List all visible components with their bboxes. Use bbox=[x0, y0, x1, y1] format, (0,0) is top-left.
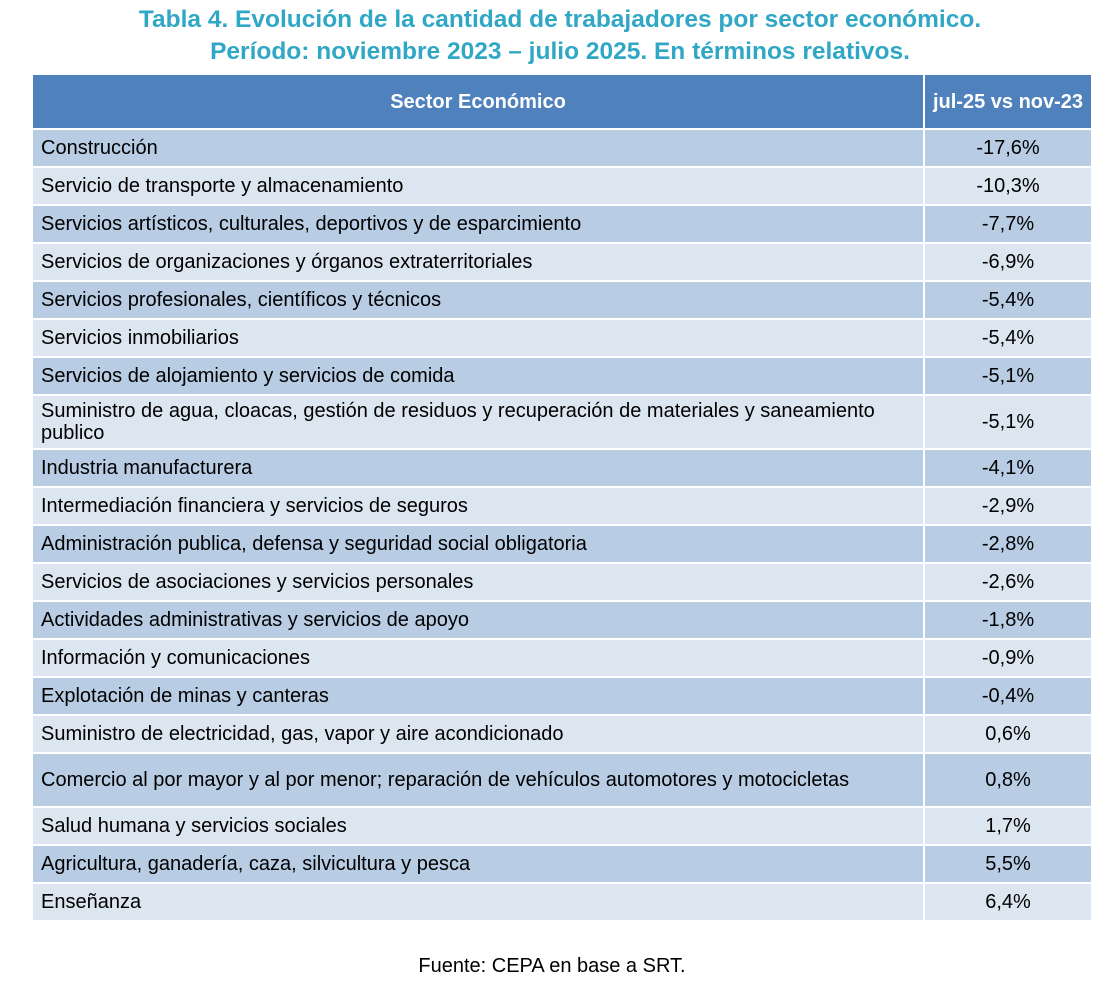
table-row: Servicios de organizaciones y órganos ex… bbox=[33, 244, 1093, 282]
table-row: Servicios profesionales, científicos y t… bbox=[33, 282, 1093, 320]
change-cell: -4,1% bbox=[925, 450, 1093, 488]
change-cell: -2,9% bbox=[925, 488, 1093, 526]
table-title-line1: Tabla 4. Evolución de la cantidad de tra… bbox=[138, 6, 982, 33]
sector-cell: Servicio de transporte y almacenamiento bbox=[33, 168, 925, 206]
change-cell: 0,8% bbox=[925, 754, 1093, 808]
header-row: Sector Económico jul-25 vs nov-23 bbox=[33, 75, 1093, 130]
table-row: Suministro de electricidad, gas, vapor y… bbox=[33, 716, 1093, 754]
header-change: jul-25 vs nov-23 bbox=[925, 75, 1093, 130]
table-row: Servicios de asociaciones y servicios pe… bbox=[33, 564, 1093, 602]
sector-cell: Información y comunicaciones bbox=[33, 640, 925, 678]
table-row: Salud humana y servicios sociales 1,7% bbox=[33, 808, 1093, 846]
sector-cell: Agricultura, ganadería, caza, silvicultu… bbox=[33, 846, 925, 884]
change-cell: -5,4% bbox=[925, 282, 1093, 320]
table-row: Servicios de alojamiento y servicios de … bbox=[33, 358, 1093, 396]
change-cell: -5,1% bbox=[925, 358, 1093, 396]
sector-cell: Administración publica, defensa y seguri… bbox=[33, 526, 925, 564]
change-cell: 0,6% bbox=[925, 716, 1093, 754]
table-body: Construcción -17,6% Servicio de transporte… bbox=[33, 130, 1093, 922]
table-row: Servicio de transporte y almacenamiento -… bbox=[33, 168, 1093, 206]
table-row: Intermediación financiera y servicios de… bbox=[33, 488, 1093, 526]
sector-cell: Servicios de alojamiento y servicios de … bbox=[33, 358, 925, 396]
change-cell: -0,9% bbox=[925, 640, 1093, 678]
table-row: Administración publica, defensa y seguri… bbox=[33, 526, 1093, 564]
change-cell: -2,6% bbox=[925, 564, 1093, 602]
table-title-line2: Período: noviembre 2023 – julio 2025. En… bbox=[210, 38, 910, 65]
table-row: Industria manufacturera -4,1% bbox=[33, 450, 1093, 488]
change-cell: -7,7% bbox=[925, 206, 1093, 244]
sector-cell: Servicios artísticos, culturales, deport… bbox=[33, 206, 925, 244]
table-row: Comercio al por mayor y al por menor; re… bbox=[33, 754, 1093, 808]
sector-cell: Servicios inmobiliarios bbox=[33, 320, 925, 358]
change-cell: -10,3% bbox=[925, 168, 1093, 206]
table-row: Suministro de agua, cloacas, gestión de … bbox=[33, 396, 1093, 450]
change-cell: 5,5% bbox=[925, 846, 1093, 884]
sector-cell: Suministro de agua, cloacas, gestión de … bbox=[33, 396, 925, 450]
change-cell: -0,4% bbox=[925, 678, 1093, 716]
change-cell: -17,6% bbox=[925, 130, 1093, 168]
change-cell: -6,9% bbox=[925, 244, 1093, 282]
change-cell: 1,7% bbox=[925, 808, 1093, 846]
change-cell: -1,8% bbox=[925, 602, 1093, 640]
sector-table: Sector Económico jul-25 vs nov-23 Constr… bbox=[33, 75, 1093, 922]
sector-cell: Servicios de organizaciones y órganos ex… bbox=[33, 244, 925, 282]
sector-cell: Construcción bbox=[33, 130, 925, 168]
change-cell: -5,4% bbox=[925, 320, 1093, 358]
sector-cell: Servicios profesionales, científicos y t… bbox=[33, 282, 925, 320]
table-row: Construcción -17,6% bbox=[33, 130, 1093, 168]
sector-cell: Explotación de minas y canteras bbox=[33, 678, 925, 716]
header-sector: Sector Económico bbox=[33, 75, 925, 130]
sector-cell: Suministro de electricidad, gas, vapor y… bbox=[33, 716, 925, 754]
table-row: Agricultura, ganadería, caza, silvicultu… bbox=[33, 846, 1093, 884]
change-cell: -2,8% bbox=[925, 526, 1093, 564]
sector-cell: Enseñanza bbox=[33, 884, 925, 922]
table-row: Servicios inmobiliarios -5,4% bbox=[33, 320, 1093, 358]
table-row: Información y comunicaciones -0,9% bbox=[33, 640, 1093, 678]
table-row: Actividades administrativas y servicios … bbox=[33, 602, 1093, 640]
sector-cell: Comercio al por mayor y al por menor; re… bbox=[33, 754, 925, 808]
sector-cell: Industria manufacturera bbox=[33, 450, 925, 488]
table-row: Enseñanza 6,4% bbox=[33, 884, 1093, 922]
sector-cell: Salud humana y servicios sociales bbox=[33, 808, 925, 846]
sector-cell: Actividades administrativas y servicios … bbox=[33, 602, 925, 640]
table-row: Explotación de minas y canteras -0,4% bbox=[33, 678, 1093, 716]
source-note: Fuente: CEPA en base a SRT. bbox=[418, 955, 686, 977]
change-cell: -5,1% bbox=[925, 396, 1093, 450]
sector-cell: Intermediación financiera y servicios de… bbox=[33, 488, 925, 526]
table-row: Servicios artísticos, culturales, deport… bbox=[33, 206, 1093, 244]
change-cell: 6,4% bbox=[925, 884, 1093, 922]
sector-cell: Servicios de asociaciones y servicios pe… bbox=[33, 564, 925, 602]
